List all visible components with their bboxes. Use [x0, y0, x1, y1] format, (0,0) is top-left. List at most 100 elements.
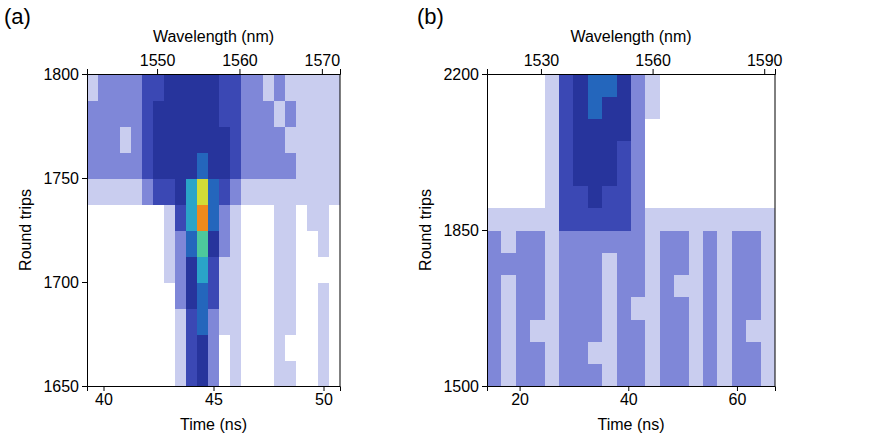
- heatmap-cell: [487, 208, 502, 231]
- heatmap-cell: [703, 119, 718, 142]
- heatmap-cell: [241, 126, 253, 153]
- tick-label: 20: [511, 391, 529, 408]
- heatmap-cell: [602, 364, 617, 386]
- heatmap-cell: [588, 297, 603, 320]
- heatmap-cell: [501, 96, 516, 119]
- heatmap-cell: [689, 208, 704, 231]
- heatmap-cell: [153, 282, 165, 309]
- heatmap-cell: [285, 334, 297, 361]
- heatmap-cell: [501, 230, 516, 253]
- heatmap-cell: [241, 230, 253, 257]
- heatmap-cell: [131, 256, 143, 283]
- heatmap-cell: [645, 341, 660, 364]
- heatmap-cell: [703, 252, 718, 275]
- heatmap-cell: [230, 152, 242, 179]
- heatmap-cell: [87, 126, 99, 153]
- heatmap-cell: [241, 178, 253, 205]
- heatmap-cell: [142, 178, 154, 205]
- heatmap-cell: [674, 252, 689, 275]
- heatmap-cell: [545, 208, 560, 231]
- tick: 1590: [747, 52, 783, 74]
- heatmap-cell: [197, 74, 209, 101]
- heatmap-cell: [617, 252, 632, 275]
- heatmap-cell: [660, 163, 675, 186]
- heatmap-cell: [617, 364, 632, 386]
- heatmap-cell: [142, 152, 154, 179]
- heatmap-cell: [617, 96, 632, 119]
- heatmap-cell: [674, 74, 689, 97]
- heatmap-cell: [645, 297, 660, 320]
- heatmap-cell: [252, 308, 264, 335]
- heatmap-cell: [274, 100, 286, 127]
- heatmap-cell: [230, 100, 242, 127]
- heatmap-cell: [746, 141, 761, 164]
- heatmap-cell: [717, 74, 732, 97]
- heatmap-cell: [660, 141, 675, 164]
- heatmap-cell: [602, 341, 617, 364]
- heatmap-cell: [131, 74, 143, 101]
- heatmap-cell: [263, 126, 275, 153]
- heatmap-cell: [109, 178, 121, 205]
- heatmap-cell: [573, 74, 588, 97]
- heatmap-cell: [274, 256, 286, 283]
- heatmap-cell: [131, 360, 143, 386]
- heatmap-cell: [142, 282, 154, 309]
- heatmap-cell: [645, 96, 660, 119]
- heatmap-cell: [109, 100, 121, 127]
- heatmap-cell: [285, 230, 297, 257]
- heatmap-cell: [717, 364, 732, 386]
- heatmap-cell: [208, 282, 220, 309]
- heatmap-cell: [660, 119, 675, 142]
- heatmap-cell: [761, 252, 775, 275]
- heatmap-cell: [732, 208, 747, 231]
- heatmap-cell: [631, 96, 646, 119]
- heatmap-cell: [175, 126, 187, 153]
- axis-title: Round trips: [17, 189, 34, 271]
- heatmap-cell: [602, 96, 617, 119]
- heatmap-cell: [761, 141, 775, 164]
- heatmap-cell: [252, 126, 264, 153]
- heatmap-cell: [689, 252, 704, 275]
- heatmap-cell: [487, 230, 502, 253]
- tick-label: 1500: [443, 378, 479, 395]
- heatmap-cell: [588, 119, 603, 142]
- heatmap-cell: [208, 230, 220, 257]
- heatmap-cell: [530, 252, 545, 275]
- heatmap-cell: [516, 364, 531, 386]
- tick-mark: [104, 386, 105, 391]
- heatmap-cell: [487, 96, 502, 119]
- heatmap-cell: [252, 152, 264, 179]
- heatmap-cell: [186, 100, 198, 127]
- heatmap-cell: [559, 252, 574, 275]
- heatmap-cell: [197, 308, 209, 335]
- heatmap-cell: [197, 100, 209, 127]
- heatmap-cell: [660, 341, 675, 364]
- heatmap-cell: [87, 178, 99, 205]
- axis-title: Wavelength (nm): [153, 28, 274, 45]
- heatmap-cell: [329, 204, 340, 231]
- heatmap-cell: [296, 178, 308, 205]
- heatmap-cell: [241, 152, 253, 179]
- heatmap-cell: [87, 230, 99, 257]
- heatmap-cell: [87, 74, 99, 101]
- heatmap-cell: [164, 230, 176, 257]
- heatmap-cell: [329, 178, 340, 205]
- heatmap-cell: [617, 141, 632, 164]
- heatmap-cell: [241, 282, 253, 309]
- heatmap-cell: [131, 334, 143, 361]
- heatmap-cell: [559, 297, 574, 320]
- heatmap-cell: [732, 319, 747, 342]
- heatmap-cell: [746, 163, 761, 186]
- heatmap-cell: [703, 208, 718, 231]
- heatmap-cell: [87, 308, 99, 335]
- heatmap-cell: [487, 163, 502, 186]
- heatmap-cell: [98, 126, 110, 153]
- heatmap-cell: [307, 152, 319, 179]
- heatmap-cell: [109, 74, 121, 101]
- tick-label: 1750: [43, 170, 79, 187]
- heatmap-cell: [219, 256, 231, 283]
- heatmap-cell: [703, 275, 718, 298]
- heatmap-cell: [761, 364, 775, 386]
- heatmap-cell: [717, 208, 732, 231]
- tick-mark: [322, 69, 323, 74]
